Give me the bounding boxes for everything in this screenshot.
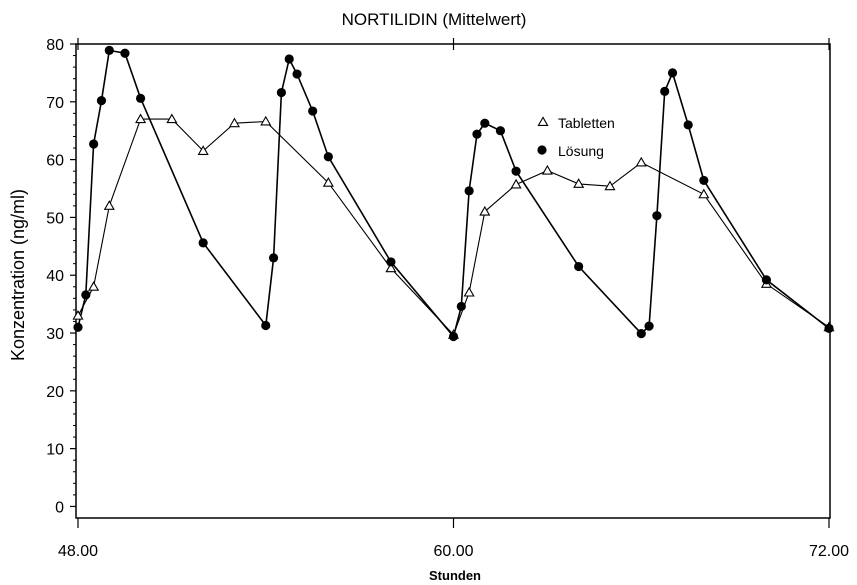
- data-point-tabletten: [260, 115, 272, 126]
- series-line-tabletten: [77, 118, 830, 336]
- data-point-tabletten: [385, 262, 397, 273]
- data-point-tabletten: [103, 200, 115, 210]
- y-tick-label: 20: [46, 384, 64, 401]
- legend-label-losung: Lösung: [558, 143, 604, 159]
- chart-title: NORTILIDIN (Mittelwert): [342, 10, 527, 29]
- data-point-losung: [472, 129, 482, 139]
- data-point-tabletten: [698, 188, 710, 199]
- series-markers: [72, 45, 835, 342]
- data-point-losung: [464, 186, 474, 196]
- data-point-losung: [308, 106, 318, 116]
- data-point-losung: [276, 87, 286, 98]
- data-point-losung: [683, 120, 693, 130]
- series-line-losung: [77, 49, 830, 339]
- legend-triangle-icon: [537, 116, 549, 126]
- legend-label-tabletten: Tabletten: [558, 115, 615, 131]
- data-point-tabletten: [88, 281, 100, 291]
- data-point-losung: [284, 54, 294, 64]
- data-point-losung: [198, 238, 208, 248]
- data-point-tabletten: [228, 117, 241, 128]
- x-tick-label: 60.00: [433, 543, 473, 560]
- data-point-tabletten: [635, 156, 647, 167]
- data-point-losung: [636, 329, 646, 339]
- y-tick-label: 0: [55, 499, 64, 516]
- data-point-losung: [495, 126, 506, 136]
- data-point-tabletten: [72, 309, 84, 320]
- y-tick-label: 10: [46, 442, 64, 459]
- data-point-losung: [448, 331, 459, 342]
- data-point-tabletten: [166, 113, 178, 124]
- legend-marker-losung: [537, 145, 547, 155]
- series-lines: [77, 49, 830, 339]
- data-point-losung: [89, 139, 99, 149]
- data-point-losung: [480, 118, 490, 128]
- data-point-losung: [104, 45, 114, 55]
- x-tick-label: 48.00: [58, 543, 98, 560]
- data-point-losung: [644, 321, 654, 331]
- data-point-losung: [120, 48, 130, 58]
- legend-marker-tabletten: [537, 116, 549, 126]
- data-point-losung: [268, 253, 279, 263]
- data-point-losung: [667, 68, 678, 78]
- data-point-losung: [574, 261, 584, 272]
- data-point-tabletten: [135, 113, 147, 124]
- y-tick-label: 70: [46, 95, 64, 112]
- y-tick-label: 50: [46, 210, 64, 227]
- data-point-tabletten: [463, 286, 475, 297]
- x-axis-label: Stunden: [429, 568, 481, 583]
- y-tick-label: 30: [46, 326, 64, 343]
- data-point-losung: [660, 86, 670, 96]
- data-point-tabletten: [510, 178, 522, 189]
- data-point-losung: [761, 275, 772, 285]
- data-point-losung: [323, 152, 333, 162]
- data-point-losung: [96, 96, 107, 106]
- data-point-tabletten: [479, 205, 491, 216]
- data-point-tabletten: [197, 145, 209, 155]
- data-point-losung: [73, 322, 83, 332]
- x-tick-label: 72.00: [809, 543, 849, 560]
- plot-frame: [75, 43, 831, 519]
- y-axis: 0 10 20 30 40 50 60 70 80: [46, 37, 76, 516]
- data-point-losung: [386, 257, 396, 267]
- data-point-tabletten: [322, 177, 334, 187]
- data-point-losung: [699, 175, 709, 186]
- data-point-losung: [292, 69, 302, 79]
- data-point-losung: [511, 166, 521, 176]
- data-point-losung: [652, 211, 662, 221]
- x-axis: 48.00 60.00 72.00: [58, 38, 849, 560]
- data-point-tabletten: [541, 164, 553, 175]
- data-point-losung: [456, 301, 466, 312]
- y-tick-label: 80: [46, 37, 64, 54]
- data-point-losung: [135, 93, 146, 103]
- y-tick-label: 60: [46, 153, 64, 170]
- y-axis-label: Konzentration (ng/ml): [8, 189, 28, 361]
- data-point-losung: [81, 290, 91, 300]
- data-point-tabletten: [573, 178, 585, 188]
- data-point-losung: [261, 320, 271, 331]
- y-tick-label: 40: [46, 268, 64, 285]
- data-point-tabletten: [604, 180, 616, 191]
- legend-circle-icon: [537, 145, 547, 155]
- legend: Tabletten Lösung: [537, 115, 615, 159]
- data-point-losung: [824, 323, 834, 333]
